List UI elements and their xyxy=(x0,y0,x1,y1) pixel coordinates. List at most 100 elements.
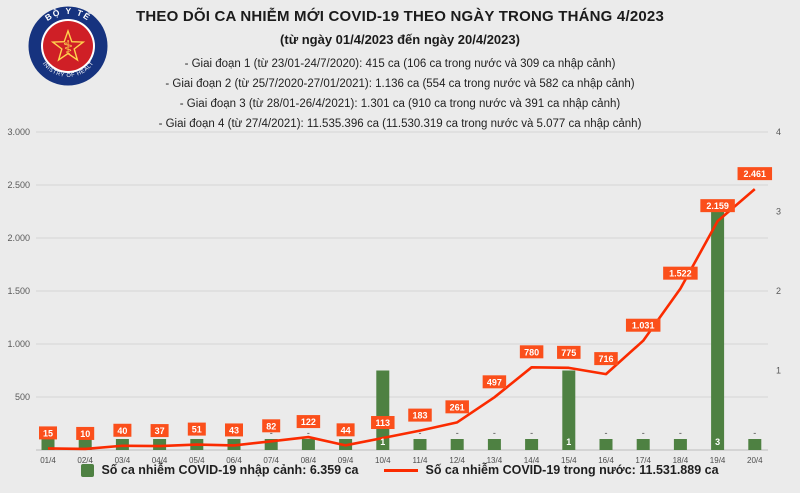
line-value-label-bg xyxy=(336,423,355,437)
line-value-label-bg xyxy=(625,318,661,332)
bar-legend-label: Số ca nhiễm COVID-19 nhập cảnh: 6.359 ca xyxy=(101,463,359,477)
line-value-label: 780 xyxy=(524,347,539,357)
x-axis-label: 07/4 xyxy=(263,456,279,465)
line-value-label-bg xyxy=(408,408,432,422)
bar-value-label: 3 xyxy=(715,437,720,447)
line-value-label-bg xyxy=(150,424,169,438)
bar xyxy=(153,439,167,450)
bar xyxy=(413,439,427,450)
bar xyxy=(748,439,762,450)
period-line-3: - Giai đoạn 3 (từ 28/01-26/4/2021): 1.30… xyxy=(179,98,621,110)
bar-value-dash: - xyxy=(456,428,459,438)
line-value-label-bg xyxy=(700,199,735,213)
right-axis-tick: 1 xyxy=(776,366,781,376)
line-value-label-bg xyxy=(225,423,243,437)
x-axis-label: 09/4 xyxy=(338,456,354,465)
line-value-label-bg xyxy=(113,423,132,437)
x-axis-label: 13/4 xyxy=(487,456,503,465)
x-axis-label: 01/4 xyxy=(40,456,56,465)
right-axis-tick: 2 xyxy=(776,286,781,296)
line-value-label-bg xyxy=(296,415,321,429)
bar xyxy=(450,439,464,450)
left-axis-tick: 1.000 xyxy=(7,339,30,349)
line-value-label: 43 xyxy=(229,425,239,435)
chart-subtitle: (từ ngày 01/4/2023 đến ngày 20/4/2023) xyxy=(280,32,520,47)
x-axis-label: 04/4 xyxy=(152,456,168,465)
line-value-label-bg xyxy=(39,426,57,440)
line-value-label-bg xyxy=(594,352,618,366)
line-value-label: 10 xyxy=(80,429,90,439)
x-axis-label: 06/4 xyxy=(226,456,242,465)
line-value-label-bg xyxy=(557,345,581,359)
line-legend-label: Số ca nhiễm COVID-19 trong nước: 11.531.… xyxy=(425,463,719,477)
period-line-1: - Giai đoạn 1 (từ 23/01-24/7/2020): 415 … xyxy=(184,58,616,70)
x-axis-label: 05/4 xyxy=(189,456,205,465)
line-value-label: 40 xyxy=(117,426,127,436)
x-axis-label: 16/4 xyxy=(598,456,614,465)
bar-value-dash: - xyxy=(642,428,645,438)
bar-value-dash: - xyxy=(679,428,682,438)
medical-staff-icon: ⚕ xyxy=(63,37,73,59)
line-value-label: 261 xyxy=(450,402,465,412)
bar-legend-swatch xyxy=(81,463,95,477)
line-value-label-bg xyxy=(76,426,95,440)
bar xyxy=(264,439,278,450)
x-axis-label: 14/4 xyxy=(524,456,540,465)
x-axis-label: 17/4 xyxy=(635,456,651,465)
left-axis-tick: 2.500 xyxy=(7,180,30,190)
left-axis-tick: 1.500 xyxy=(7,286,30,296)
star-icon xyxy=(50,28,86,62)
bar-value-dash: - xyxy=(307,428,310,438)
x-axis-label: 02/4 xyxy=(77,456,93,465)
line-value-label: 37 xyxy=(155,426,165,436)
line-value-label: 122 xyxy=(301,417,316,427)
header: THEO DÕI CA NHIỄM MỚI COVID-19 THEO NGÀY… xyxy=(0,8,800,134)
x-axis-label: 10/4 xyxy=(375,456,391,465)
bar-value-dash: - xyxy=(753,428,756,438)
x-axis-label: 19/4 xyxy=(710,456,726,465)
chart-legend: Số ca nhiễm COVID-19 nhập cảnh: 6.359 ca… xyxy=(0,463,800,477)
line-value-label: 2.461 xyxy=(744,169,767,179)
logo-red-disc xyxy=(43,21,93,71)
x-axis-label: 20/4 xyxy=(747,456,763,465)
period-line-2: - Giai đoạn 2 (từ 25/7/2020-27/01/2021):… xyxy=(165,78,635,90)
bar-value-dash: - xyxy=(493,428,496,438)
bar-value-dash: - xyxy=(530,428,533,438)
x-axis-label: 18/4 xyxy=(673,456,689,465)
bar xyxy=(673,439,687,450)
line-value-label-bg xyxy=(737,167,773,181)
line-value-label-bg xyxy=(371,416,395,430)
line-value-label: 716 xyxy=(598,354,613,364)
bar xyxy=(636,439,650,450)
trend-line xyxy=(47,188,756,451)
line-value-label: 497 xyxy=(487,377,502,387)
line-value-label: 1.031 xyxy=(632,321,655,331)
left-axis-tick: 2.000 xyxy=(7,233,30,243)
line-value-label: 15 xyxy=(43,428,53,438)
bar-value-dash: - xyxy=(270,428,273,438)
bar xyxy=(525,439,539,450)
bar xyxy=(78,439,92,450)
x-axis-label: 15/4 xyxy=(561,456,577,465)
legend-item-domestic: Số ca nhiễm COVID-19 trong nước: 11.531.… xyxy=(384,463,719,477)
line-value-label-bg xyxy=(519,345,544,359)
left-axis-tick: 500 xyxy=(15,392,30,402)
left-axis-tick: 3.000 xyxy=(7,127,30,137)
x-axis-label: 08/4 xyxy=(301,456,317,465)
bar xyxy=(599,439,613,450)
bar xyxy=(562,370,576,450)
bar-value-label: 1 xyxy=(380,437,385,447)
line-value-label-bg xyxy=(187,422,206,436)
right-axis-tick: 4 xyxy=(776,127,781,137)
line-value-label: 1.522 xyxy=(669,269,692,279)
bar xyxy=(41,439,55,450)
bar xyxy=(711,211,725,450)
bar-value-dash: - xyxy=(605,428,608,438)
bar xyxy=(301,439,315,450)
chart-title: THEO DÕI CA NHIỄM MỚI COVID-19 THEO NGÀY… xyxy=(136,8,664,25)
bar-value-label: 1 xyxy=(566,437,571,447)
x-axis-label: 03/4 xyxy=(115,456,131,465)
line-value-label-bg xyxy=(663,266,698,280)
bar-value-dash: - xyxy=(419,428,422,438)
